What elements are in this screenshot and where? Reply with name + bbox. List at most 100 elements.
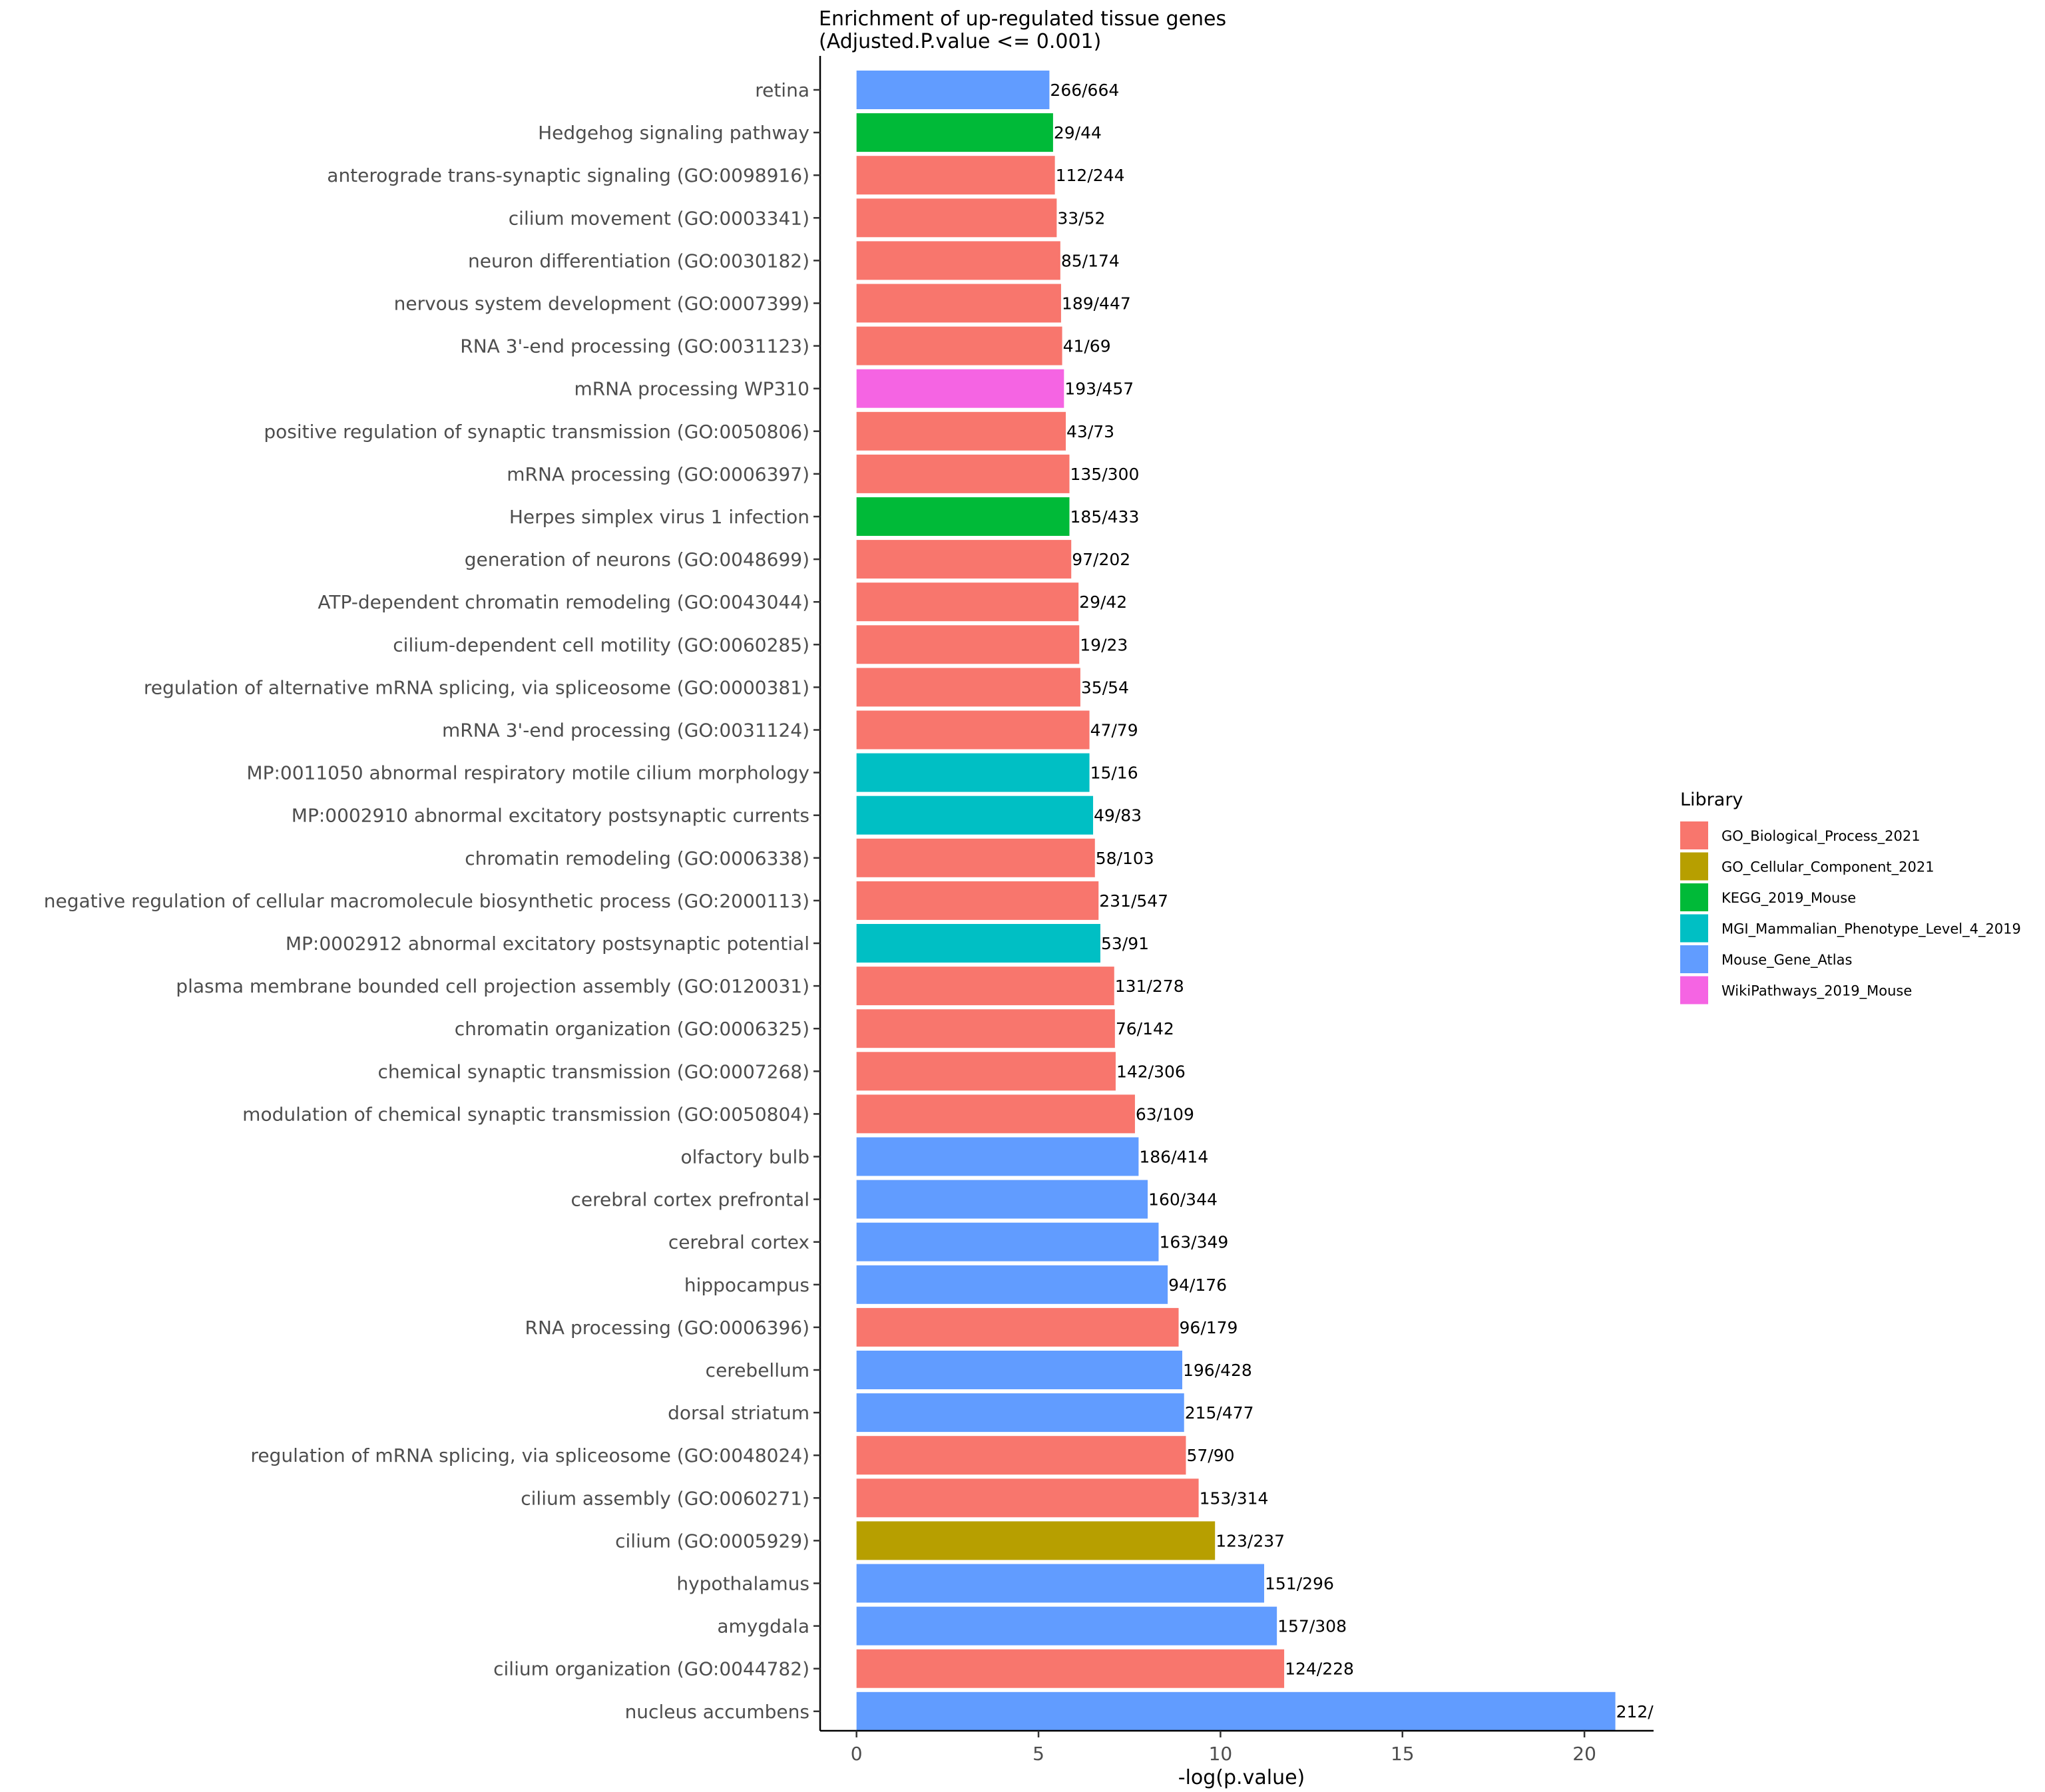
bar — [856, 1436, 1186, 1475]
data-label: 94/176 — [1168, 1275, 1227, 1295]
data-label: 53/91 — [1101, 934, 1149, 953]
category-label: MP:0002910 abnormal excitatory postsynap… — [292, 805, 809, 827]
data-label: 47/79 — [1090, 721, 1138, 740]
bar — [856, 1478, 1199, 1518]
category-label: cerebral cortex — [668, 1232, 809, 1253]
data-label: 142/306 — [1116, 1062, 1186, 1081]
legend-label: MGI_Mammalian_Phenotype_Level_4_2019 — [1721, 921, 2021, 938]
x-tick-label: 15 — [1391, 1743, 1415, 1765]
data-label: 112/244 — [1056, 166, 1125, 185]
bar — [856, 1564, 1265, 1603]
category-label: MP:0002912 abnormal excitatory postsynap… — [286, 933, 809, 955]
data-label: 33/52 — [1057, 208, 1105, 228]
bar — [856, 967, 1114, 1006]
category-label: cilium organization (GO:0044782) — [493, 1658, 809, 1680]
data-label: 193/457 — [1064, 379, 1134, 399]
legend-label: GO_Biological_Process_2021 — [1721, 828, 1921, 845]
data-label: 29/42 — [1079, 592, 1127, 612]
category-label: chromatin remodeling (GO:0006338) — [465, 847, 809, 869]
category-label: amygdala — [717, 1616, 809, 1638]
x-tick-label: 5 — [1032, 1743, 1044, 1765]
legend-key — [1680, 976, 1708, 1005]
bar — [856, 625, 1080, 664]
legend-label: GO_Cellular_Component_2021 — [1721, 859, 1934, 876]
category-label: mRNA processing WP310 — [574, 378, 809, 400]
data-label: 189/447 — [1062, 294, 1131, 314]
category-label: cilium (GO:0005929) — [615, 1530, 809, 1552]
category-label: cerebral cortex prefrontal — [570, 1189, 809, 1211]
category-label: hypothalamus — [676, 1573, 809, 1595]
category-label: ATP-dependent chromatin remodeling (GO:0… — [318, 591, 809, 613]
bar — [856, 71, 1050, 109]
bar — [856, 1393, 1184, 1433]
data-label: 153/314 — [1200, 1488, 1269, 1508]
data-label: 19/23 — [1080, 635, 1128, 654]
bar — [856, 411, 1066, 451]
category-label: cilium-dependent cell motility (GO:00602… — [393, 634, 809, 656]
category-label: regulation of alternative mRNA splicing,… — [144, 676, 809, 698]
x-tick-label: 10 — [1209, 1743, 1233, 1765]
bar — [856, 1052, 1116, 1091]
category-label: dorsal striatum — [668, 1402, 809, 1424]
data-label: 63/109 — [1136, 1104, 1194, 1124]
legend-key — [1680, 945, 1708, 973]
bar — [856, 795, 1094, 835]
bar — [856, 668, 1080, 707]
legend-label: Mouse_Gene_Atlas — [1721, 952, 1852, 969]
bar — [856, 1351, 1182, 1389]
data-label: 123/237 — [1216, 1531, 1285, 1550]
category-label: positive regulation of synaptic transmis… — [264, 421, 809, 443]
bar — [856, 1307, 1179, 1347]
data-label: 97/202 — [1072, 550, 1130, 569]
category-label: generation of neurons (GO:0048699) — [465, 549, 809, 570]
bar — [856, 156, 1055, 195]
category-label: regulation of mRNA splicing, via spliceo… — [250, 1445, 809, 1466]
category-label: plasma membrane bounded cell projection … — [176, 975, 809, 997]
data-label: 131/278 — [1115, 977, 1184, 996]
category-label: Herpes simplex virus 1 infection — [509, 506, 809, 528]
category-label: cerebellum — [706, 1359, 809, 1381]
bar — [856, 1180, 1148, 1219]
title-group: Enrichment of up-regulated tissue genes … — [819, 7, 1226, 53]
bar — [856, 1094, 1135, 1134]
category-label: RNA processing (GO:0006396) — [525, 1317, 809, 1339]
category-label: hippocampus — [684, 1274, 809, 1296]
data-label: 157/308 — [1277, 1617, 1347, 1636]
bar — [856, 326, 1062, 365]
data-label: 58/103 — [1096, 849, 1154, 868]
data-label: 124/228 — [1285, 1660, 1354, 1679]
bar — [856, 454, 1070, 493]
x-tick-label: 0 — [851, 1743, 863, 1765]
chart-title: Enrichment of up-regulated tissue genes — [819, 7, 1226, 31]
data-label: 49/83 — [1094, 806, 1142, 825]
bar — [856, 1265, 1168, 1304]
bar — [856, 1137, 1139, 1176]
bar — [856, 198, 1057, 238]
bar — [856, 710, 1090, 750]
axes-group — [813, 56, 1654, 1732]
data-label: 163/349 — [1159, 1233, 1228, 1252]
data-label: 15/16 — [1090, 764, 1138, 783]
category-label: Hedgehog signaling pathway — [538, 122, 809, 144]
category-label: mRNA 3'-end processing (GO:0031124) — [442, 720, 809, 742]
legend-key — [1680, 914, 1708, 943]
x-tick-label: 20 — [1572, 1743, 1596, 1765]
bar — [856, 540, 1072, 579]
legend-title: Library — [1680, 789, 1743, 810]
bar — [856, 753, 1090, 792]
category-label: negative regulation of cellular macromol… — [44, 890, 809, 912]
data-label: 41/69 — [1063, 337, 1111, 356]
bar — [856, 582, 1079, 622]
bar — [856, 1521, 1216, 1560]
bar — [856, 924, 1100, 963]
x-axis-title: -log(p.value) — [1178, 1766, 1305, 1789]
legend: Library GO_Biological_Process_2021 GO_Cel… — [1680, 789, 2021, 1005]
legend-key — [1680, 852, 1708, 881]
category-label: neuron differentiation (GO:0030182) — [468, 250, 809, 272]
category-label: anterograde trans-synaptic signaling (GO… — [327, 164, 809, 186]
data-label: 35/54 — [1081, 678, 1129, 697]
category-labels-group: retina Hedgehog signaling pathway anterogr… — [44, 79, 809, 1723]
data-label: 266/664 — [1050, 81, 1119, 100]
